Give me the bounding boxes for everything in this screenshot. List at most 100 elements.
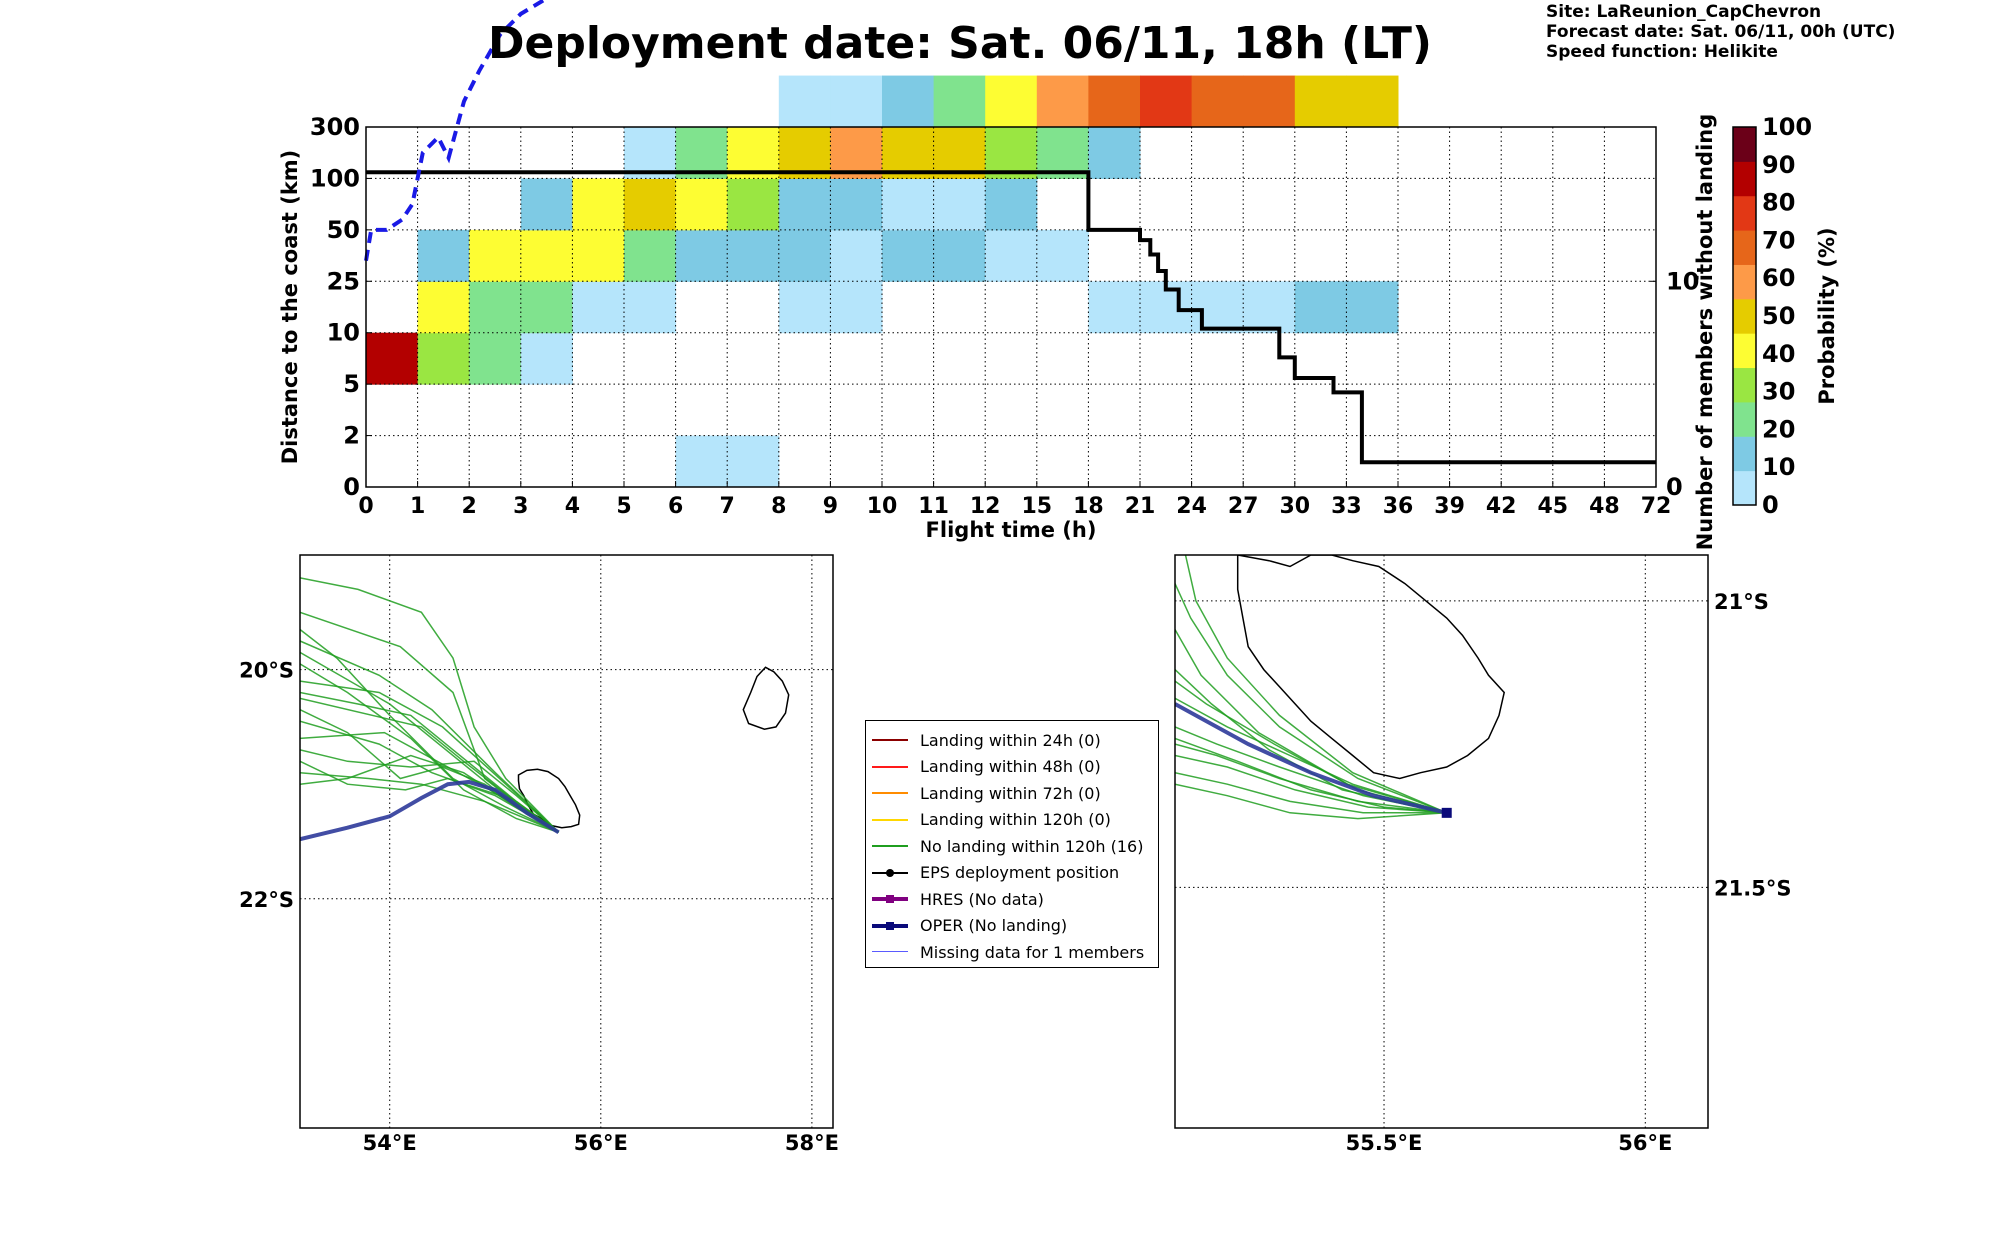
y-tick-label: 25	[327, 267, 360, 295]
heatmap-cell	[1088, 281, 1141, 334]
heatmap-cell	[520, 281, 573, 334]
legend-swatch	[870, 941, 910, 963]
heatmap-cell	[624, 127, 677, 179]
map-content	[300, 555, 833, 1128]
heatmap-cell	[1140, 75, 1193, 128]
x-tick-label: 30	[1279, 494, 1310, 519]
trajectory-legend: Landing within 24h (0) Landing within 48…	[865, 720, 1159, 968]
ensemble-track	[300, 680, 560, 833]
ensemble-track	[300, 691, 560, 833]
heatmap-cell	[1243, 281, 1296, 334]
legend-label: No landing within 120h (16)	[920, 836, 1144, 856]
heatmap-cell	[727, 178, 780, 231]
heatmap-cell	[882, 75, 935, 128]
map-frame	[299, 554, 834, 1129]
chart-title: Deployment date: Sat. 06/11, 18h (LT)	[487, 18, 1433, 69]
heatmap-cell	[520, 178, 573, 231]
x-tick-label: 27	[1228, 494, 1259, 519]
legend-label: OPER (No landing)	[920, 916, 1068, 936]
heatmap-cell	[933, 229, 986, 282]
heatmap-cell	[830, 75, 883, 128]
colorbar-tick-label: 20	[1762, 415, 1795, 443]
oper-track	[1175, 702, 1448, 815]
colorbar-segment	[1733, 230, 1756, 265]
heatmap-cell	[675, 127, 728, 179]
colorbar-tick-label: 90	[1762, 151, 1795, 179]
heatmap-cell	[933, 127, 986, 179]
colorbar-segment	[1733, 195, 1756, 231]
heatmap-cell	[520, 332, 573, 385]
y-tick-label: 0	[343, 473, 360, 501]
map-lon-label: 56°E	[574, 1131, 628, 1155]
heatmap-cell	[985, 75, 1038, 128]
colorbar-segment	[1733, 161, 1756, 197]
x-tick-label: 1	[410, 494, 425, 519]
map-lat-label: 20°S	[239, 659, 294, 683]
x-tick-label: 36	[1383, 494, 1414, 519]
legend-item: Landing within 72h (0)	[870, 780, 1158, 807]
legend-swatch	[870, 729, 910, 751]
colorbar-segment	[1733, 264, 1756, 300]
legend-label: Landing within 48h (0)	[920, 757, 1101, 777]
heatmap-cell	[882, 178, 935, 231]
legend-swatch	[870, 809, 910, 831]
heatmap-cell	[830, 178, 883, 231]
x-tick-label: 6	[668, 494, 683, 519]
legend-item: OPER (No landing)	[870, 913, 1158, 940]
heatmap-cell	[1191, 281, 1244, 334]
heatmap-cell	[1243, 75, 1296, 128]
map-lat-label: 21.5°S	[1714, 876, 1791, 900]
heatmap-cell	[417, 281, 470, 334]
x-tick-label: 8	[771, 494, 786, 519]
legend-item: Landing within 120h (0)	[870, 807, 1158, 834]
heatmap-cell	[933, 75, 986, 128]
colorbar-segment	[1733, 333, 1756, 369]
legend-swatch	[870, 915, 910, 937]
map-panel	[1174, 554, 1709, 1129]
legend-item: Landing within 48h (0)	[870, 754, 1158, 781]
heatmap-cell	[1088, 75, 1141, 128]
heatmap-cell	[1036, 229, 1089, 282]
heatmap-cell	[778, 229, 831, 282]
ensemble-track	[1175, 771, 1447, 814]
x-tick-label: 0	[358, 494, 373, 519]
heatmap-cell	[1036, 127, 1089, 179]
heatmap-cell	[727, 127, 780, 179]
heatmap-cell	[624, 229, 677, 282]
y2-axis-label: Number of members without landing	[1693, 114, 1717, 551]
map-lat-label: 22°S	[239, 888, 294, 912]
ensemble-track	[300, 628, 559, 833]
x-tick-label: 21	[1125, 494, 1156, 519]
x-tick-label: 39	[1434, 494, 1465, 519]
x-tick-label: 15	[1021, 494, 1052, 519]
legend-label: Landing within 24h (0)	[920, 730, 1101, 750]
x-tick-label: 4	[565, 494, 580, 519]
x-tick-label: 72	[1641, 494, 1672, 519]
x-tick-label: 5	[616, 494, 631, 519]
legend-item: EPS deployment position	[870, 860, 1158, 887]
y2-tick-label: 0	[1666, 473, 1683, 501]
ensemble-track	[300, 640, 560, 833]
heatmap-cell	[1294, 75, 1347, 128]
colorbar-segment	[1733, 367, 1756, 403]
heatmap-cell	[778, 75, 831, 128]
ensemble-track	[1175, 737, 1447, 814]
heatmap-cell	[469, 281, 522, 334]
heatmap-cell	[778, 127, 831, 179]
colorbar-tick-label: 0	[1762, 491, 1779, 519]
heatmap-cell	[1346, 75, 1399, 128]
heatmap-cell	[469, 332, 522, 385]
x-tick-label: 12	[970, 494, 1001, 519]
map-frame	[1174, 554, 1709, 1129]
heatmap-cell	[1346, 281, 1399, 334]
ensemble-track	[1175, 697, 1447, 814]
heatmap-cell	[727, 435, 780, 488]
legend-label: Landing within 72h (0)	[920, 783, 1101, 803]
x-tick-label: 18	[1073, 494, 1104, 519]
colorbar-tick-label: 70	[1762, 226, 1795, 254]
heatmap-cell	[469, 229, 522, 282]
members-without-landing-line	[366, 170, 1656, 465]
x-tick-label: 9	[823, 494, 838, 519]
heatmap-cell	[830, 281, 883, 334]
